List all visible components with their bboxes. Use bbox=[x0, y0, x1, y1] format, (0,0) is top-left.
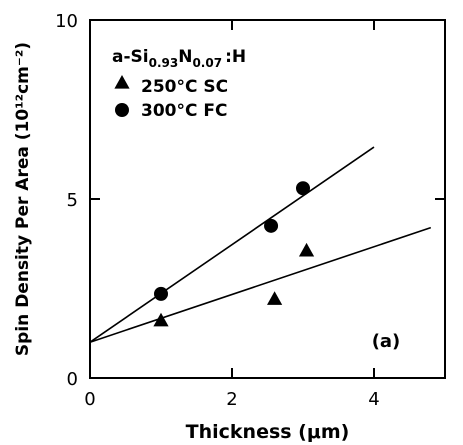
data-point-triangle bbox=[153, 312, 169, 327]
fit-line-300c-fc bbox=[89, 146, 375, 343]
data-point-circle bbox=[296, 181, 310, 196]
axis-ticks: 0 2 4 0 5 10 bbox=[55, 11, 445, 410]
x-tick-label: 4 bbox=[368, 389, 379, 410]
legend-header: a-Si0.93N0.07:H bbox=[112, 47, 246, 70]
y-tick-label: 5 bbox=[67, 190, 78, 211]
panel-annotation: (a) bbox=[372, 331, 401, 352]
y-axis-label: Spin Density Per Area (10¹²cm⁻²) bbox=[13, 42, 33, 356]
data-point-triangle bbox=[267, 291, 283, 305]
legend-label-250c-sc: 250°C SC bbox=[141, 77, 228, 97]
fit-lines bbox=[89, 146, 432, 343]
x-tick-label: 0 bbox=[84, 389, 95, 410]
x-tick-label: 2 bbox=[226, 389, 237, 410]
data-points bbox=[153, 181, 315, 327]
y-tick-label: 10 bbox=[55, 11, 78, 32]
legend-triangle-marker bbox=[114, 75, 130, 89]
fit-line-250c-sc bbox=[89, 226, 432, 343]
legend: a-Si0.93N0.07:H 250°C SC 300°C FC bbox=[112, 47, 246, 121]
legend-circle-marker bbox=[115, 103, 129, 117]
data-point-circle bbox=[264, 218, 279, 233]
data-point-triangle bbox=[298, 242, 315, 257]
data-point-circle bbox=[154, 286, 168, 301]
x-axis-label: Thickness (μm) bbox=[186, 421, 350, 443]
y-tick-label: 0 bbox=[67, 369, 78, 390]
legend-label-300c-fc: 300°C FC bbox=[141, 101, 227, 121]
